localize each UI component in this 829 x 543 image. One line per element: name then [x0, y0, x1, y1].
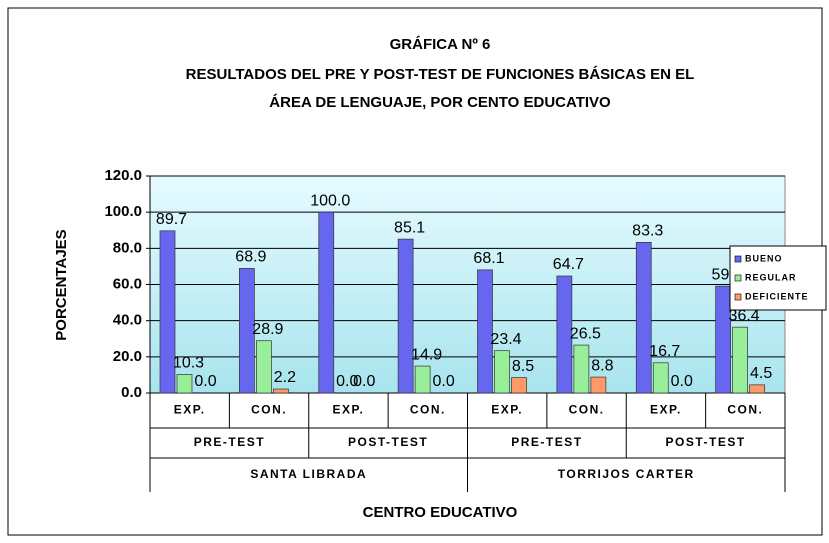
y-tick-label: 0.0	[121, 384, 142, 401]
x-tick-label: EXP.	[333, 403, 365, 417]
x-tick-label: CON.	[251, 403, 287, 417]
y-tick-label: 100.0	[104, 203, 142, 220]
data-label: 89.7	[156, 211, 187, 228]
legend-box	[729, 245, 827, 311]
y-tick-label: 60.0	[113, 275, 142, 292]
bar	[749, 384, 765, 394]
bar	[397, 238, 414, 394]
chart-title: RESULTADOS DEL PRE Y POST-TEST DE FUNCIO…	[186, 66, 695, 83]
bar	[414, 365, 431, 394]
x-tick-label: EXP.	[491, 403, 523, 417]
x-tick-label: CON.	[727, 403, 763, 417]
data-label: 0.0	[433, 373, 455, 390]
x-tick-label: EXP.	[650, 403, 682, 417]
bar	[159, 230, 176, 394]
x-group-label: POST-TEST	[348, 435, 428, 449]
data-label: 0.0	[671, 373, 693, 390]
data-label: 8.5	[512, 358, 534, 375]
bar	[176, 374, 193, 394]
legend-marker	[734, 293, 742, 301]
data-label: 0.0	[336, 373, 358, 390]
x-supergroup-label: SANTA LIBRADA	[250, 467, 367, 481]
legend-label: BUENO	[745, 253, 783, 263]
data-label: 0.0	[353, 373, 375, 390]
y-tick-label: 120.0	[104, 167, 142, 184]
bar	[256, 340, 272, 394]
x-group-label: PRE-TEST	[194, 435, 265, 449]
data-label: 68.1	[473, 250, 504, 267]
x-tick-label: EXP.	[174, 403, 206, 417]
data-label: 4.5	[750, 365, 772, 382]
data-label: 85.1	[394, 219, 425, 236]
data-label: 23.4	[490, 331, 521, 348]
legend-label: DEFICIENTE	[745, 291, 809, 301]
chart-title: GRÁFICA Nº 6	[390, 36, 491, 53]
bar	[273, 388, 289, 394]
bar	[239, 268, 255, 394]
bar	[573, 344, 590, 394]
legend-marker	[734, 274, 742, 282]
data-label: 2.2	[274, 369, 296, 386]
data-label: 83.3	[632, 223, 663, 240]
bar	[590, 376, 607, 394]
bar	[494, 350, 510, 394]
x-group-label: PRE-TEST	[511, 435, 582, 449]
x-tick-label: CON.	[569, 403, 605, 417]
bar	[511, 377, 527, 394]
legend-label: REGULAR	[745, 272, 797, 282]
data-label: 100.0	[310, 192, 350, 209]
data-label: 26.5	[570, 325, 601, 342]
data-label: 0.0	[194, 373, 216, 390]
x-tick-label: CON.	[410, 403, 446, 417]
legend-marker	[734, 255, 742, 263]
x-supergroup-label: TORRIJOS CARTER	[558, 467, 695, 481]
bar	[477, 269, 493, 394]
data-label: 16.7	[649, 343, 680, 360]
bar	[556, 275, 573, 394]
data-label: 64.7	[553, 256, 584, 273]
y-axis-title: PORCENTAJES	[53, 229, 70, 340]
chart-title: ÁREA DE LENGUAJE, POR CENTO EDUCATIVO	[269, 94, 611, 111]
data-label: 28.9	[252, 321, 283, 338]
x-group-label: POST-TEST	[666, 435, 746, 449]
y-tick-label: 40.0	[113, 312, 142, 329]
data-label: 36.4	[729, 307, 760, 324]
y-tick-label: 80.0	[113, 239, 142, 256]
bar	[318, 211, 335, 394]
data-label: 14.9	[411, 346, 442, 363]
bar	[635, 242, 652, 394]
x-axis-title: CENTRO EDUCATIVO	[363, 504, 518, 521]
bar	[732, 326, 748, 394]
data-label: 68.9	[235, 249, 266, 266]
data-label: 8.8	[591, 357, 613, 374]
data-label: 10.3	[173, 355, 204, 372]
bar	[715, 285, 731, 394]
bar	[652, 362, 669, 394]
y-tick-label: 20.0	[113, 348, 142, 365]
